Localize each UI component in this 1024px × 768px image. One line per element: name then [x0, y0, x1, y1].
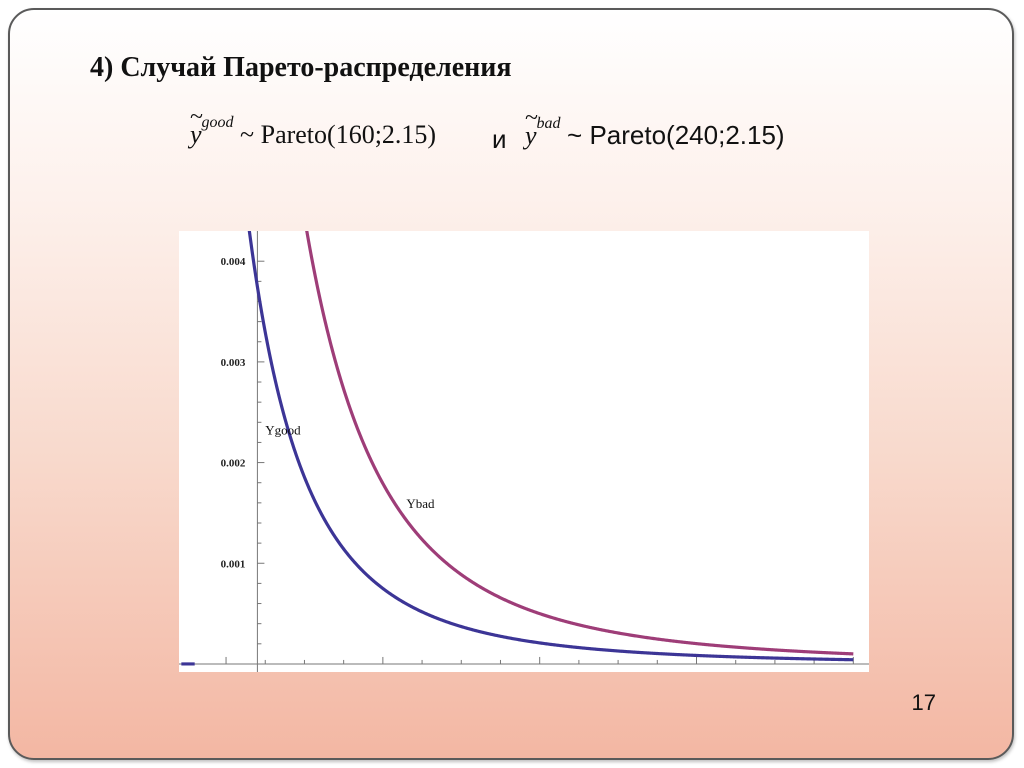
slide-title: 4) Случай Парето-распределения	[90, 52, 512, 83]
y-tick-label: 0.002	[221, 458, 246, 470]
formula-bad-var: ~ y	[525, 105, 538, 150]
series-line-ybad	[305, 231, 854, 656]
formula-conjunction: и	[492, 124, 507, 154]
formula-good: ~ ygood ~ Pareto(160;2.15)	[190, 104, 437, 150]
formula-bad-sup: bad	[536, 115, 561, 133]
y-tick-label: 0.001	[221, 558, 246, 570]
formula-bad-tilde: ~	[525, 105, 538, 131]
formula-good-dist: ~ Pareto(160;2.15)	[240, 120, 437, 149]
series-label-ybad: Ybad	[406, 496, 435, 511]
y-tick-label: 0.003	[221, 357, 246, 369]
y-tick-label: 0.004	[221, 256, 246, 268]
pareto-chart: 40060080010000.0010.0020.0030.004YgoodYb…	[179, 231, 869, 672]
formula-bad-dist: ~ Pareto(240;2.15)	[567, 120, 785, 150]
chart-svg: 40060080010000.0010.0020.0030.004YgoodYb…	[179, 231, 869, 672]
formula-good-sup: good	[201, 114, 234, 132]
formula-bad: ~ ybad ~ Pareto(240;2.15)	[525, 105, 785, 151]
series-label-ygood: Ygood	[265, 422, 301, 437]
page-number: 17	[911, 690, 936, 715]
series-line-ygood	[181, 231, 854, 666]
formula-good-var: ~ y	[190, 104, 203, 149]
formula-good-tilde: ~	[190, 104, 203, 130]
